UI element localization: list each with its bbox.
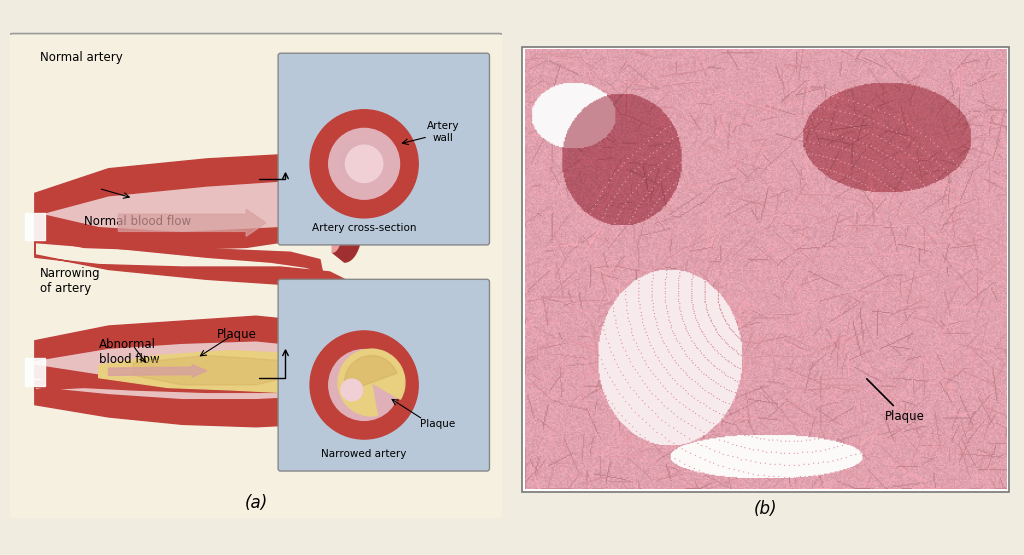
Text: Normal artery: Normal artery xyxy=(40,51,123,64)
FancyArrow shape xyxy=(119,209,266,236)
Polygon shape xyxy=(25,213,45,240)
Text: (a): (a) xyxy=(245,494,267,512)
FancyBboxPatch shape xyxy=(279,279,489,471)
Polygon shape xyxy=(330,356,339,395)
Wedge shape xyxy=(344,356,397,392)
Polygon shape xyxy=(330,346,359,405)
Circle shape xyxy=(329,128,399,199)
Polygon shape xyxy=(133,356,305,385)
Text: Narrowed artery: Narrowed artery xyxy=(322,449,407,459)
Circle shape xyxy=(310,110,418,218)
Polygon shape xyxy=(35,235,349,296)
Text: Narrowing
of artery: Narrowing of artery xyxy=(40,267,100,295)
Polygon shape xyxy=(35,341,330,400)
Polygon shape xyxy=(35,375,354,427)
Circle shape xyxy=(329,350,399,420)
Text: Normal blood flow: Normal blood flow xyxy=(84,215,191,229)
Text: Abnormal
blood flow: Abnormal blood flow xyxy=(98,339,160,366)
FancyBboxPatch shape xyxy=(279,53,489,245)
Text: Plaque: Plaque xyxy=(420,420,456,430)
FancyBboxPatch shape xyxy=(8,33,504,520)
Circle shape xyxy=(339,141,380,182)
Polygon shape xyxy=(98,351,319,392)
Circle shape xyxy=(310,331,418,439)
Polygon shape xyxy=(35,181,335,272)
Text: (b): (b) xyxy=(754,500,777,518)
Polygon shape xyxy=(332,193,361,262)
Circle shape xyxy=(345,145,383,183)
Polygon shape xyxy=(35,154,365,250)
Text: Plaque: Plaque xyxy=(866,379,925,423)
FancyArrow shape xyxy=(109,365,207,377)
Polygon shape xyxy=(332,203,342,253)
Text: Plaque: Plaque xyxy=(217,329,257,341)
Text: Artery cross-section: Artery cross-section xyxy=(312,223,417,233)
Polygon shape xyxy=(25,358,45,386)
Text: Artery
wall: Artery wall xyxy=(427,121,459,143)
Polygon shape xyxy=(35,316,365,387)
FancyBboxPatch shape xyxy=(522,47,1009,492)
Wedge shape xyxy=(338,349,404,416)
Circle shape xyxy=(341,379,362,401)
